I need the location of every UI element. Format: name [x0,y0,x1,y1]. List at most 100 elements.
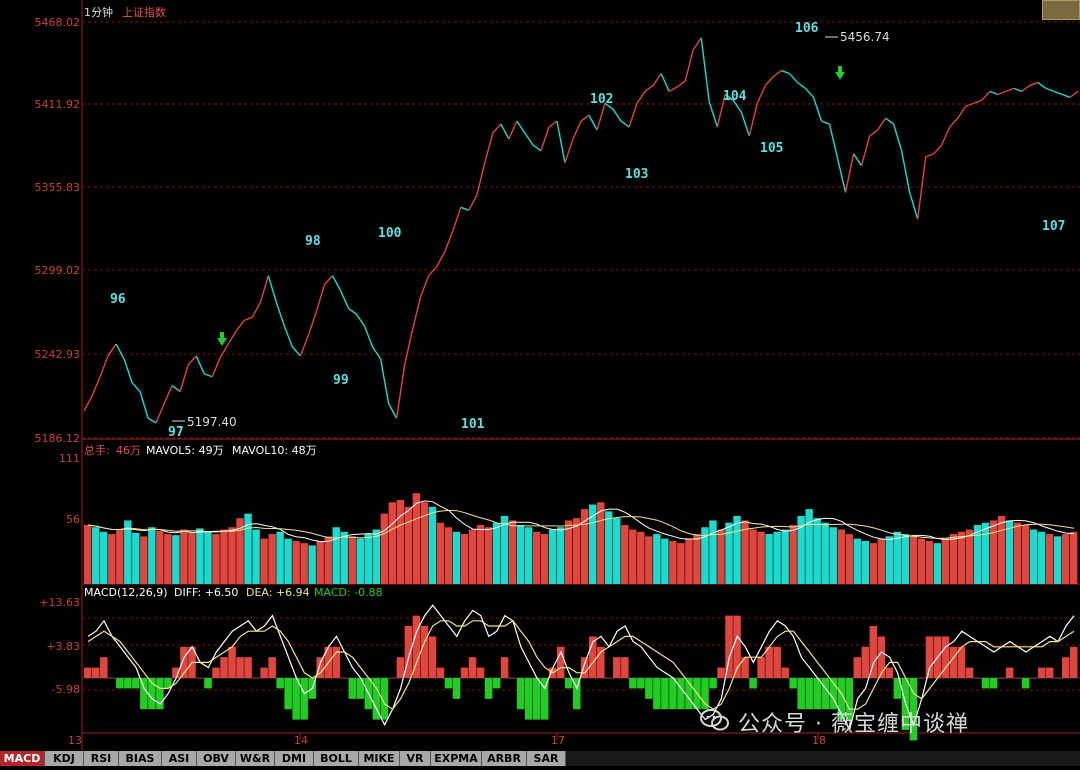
price-segment [869,129,879,137]
price-segment [772,70,782,78]
price-segment [700,37,710,102]
tab-arbr[interactable]: ARBR [482,751,527,766]
macd-hist-bar [837,678,846,720]
price-segment [492,123,502,134]
x-axis-label: 14 [294,734,308,747]
volume-bar [701,527,709,584]
wave-label: 101 [461,417,485,432]
wave-label: 99 [333,373,349,388]
volume-bar [204,531,212,584]
volume-bar [268,534,276,584]
volume-bar [132,532,140,584]
tab-dmi[interactable]: DMI [275,751,314,766]
price-segment [572,120,582,140]
volume-bar [548,529,557,584]
price-segment [748,103,759,137]
tab-kdj[interactable]: KDJ [45,751,84,766]
tab-expma[interactable]: EXPMA [431,751,482,766]
volume-bar [717,529,725,584]
tab-rsi[interactable]: RSI [84,751,119,766]
timeframe-label[interactable]: 1分钟 [84,6,113,19]
volume-bar [276,531,284,584]
volume-bar [973,524,982,584]
macd-hist-bar [164,678,172,689]
macd-hist-bar [949,646,958,678]
volume-bar [116,529,124,584]
macd-hist-bar [332,646,341,678]
tab-boll[interactable]: BOLL [314,751,359,766]
price-segment [900,150,911,193]
price-segment [339,290,350,309]
price-segment [516,120,526,134]
wave-label: 103 [625,167,648,182]
macd-hist-bar [757,657,765,678]
macd-hist-bar [685,678,693,710]
macd-hist-bar [709,678,717,689]
price-segment [524,132,534,146]
mavol5-label: MAVOL5: 49万 [146,444,224,457]
price-segment [379,358,390,404]
volume-bar [581,509,589,584]
tab-obv[interactable]: OBV [197,751,236,766]
volume-bar [845,534,853,584]
macd-hist-bar [220,657,228,678]
toolbar-corner-button[interactable] [1042,0,1080,20]
price-segment [844,153,855,193]
macd-hist-bar [116,678,124,689]
volume-bar [685,538,693,584]
macd-hist-bar [572,678,581,710]
price-segment [981,90,991,101]
volume-bar [324,536,332,584]
price-segment [411,296,422,330]
tab-bias[interactable]: BIAS [119,751,162,766]
price-segment [227,330,237,345]
volume-bar [556,527,565,584]
price-segment [163,385,173,404]
price-segment [147,417,157,424]
price-segment [716,94,726,128]
macd-hist-bar [1069,646,1078,678]
macd-hist-bar [508,678,517,679]
price-segment [740,111,751,137]
price-segment [660,73,670,92]
macd-hist-bar [316,657,324,678]
macd-hist-bar [212,667,220,678]
wave-label: 105 [760,141,783,156]
price-segment [836,158,847,193]
price-segment [275,302,286,327]
price-segment [99,355,109,378]
tab-sar[interactable]: SAR [527,751,566,766]
macd-hist-bar [300,678,308,720]
macd-hist-bar [396,657,405,678]
macd-hist-bar [1029,678,1038,679]
tab-mike[interactable]: MIKE [359,751,400,766]
price-y-tick: 5242.93 [34,348,81,361]
price-segment [973,99,983,104]
macd-hist-bar [893,678,902,699]
volume-bar [661,538,669,584]
price-segment [307,311,318,336]
volume-bar [965,529,974,584]
macd-hist-bar [148,678,156,710]
volume-bar [180,529,188,584]
tab-asi[interactable]: ASI [162,751,197,766]
volume-bar [925,540,934,584]
price-segment [83,395,93,412]
tab-wr[interactable]: W&R [236,751,275,766]
price-segment [788,73,798,83]
price-segment [139,391,149,419]
volume-bar [957,531,966,584]
tab-macd[interactable]: MACD [0,751,45,766]
macd-hist-bar [228,646,236,678]
volume-bar [308,545,316,584]
macd-hist-bar [492,678,501,689]
volume-bar [709,520,717,584]
price-segment [444,230,454,253]
macd-hist-bar [516,678,525,710]
macd-hist-bar [629,678,637,689]
low-price-label: 5197.40 [187,415,237,429]
price-segment [131,382,141,393]
tab-vr[interactable]: VR [400,751,431,766]
